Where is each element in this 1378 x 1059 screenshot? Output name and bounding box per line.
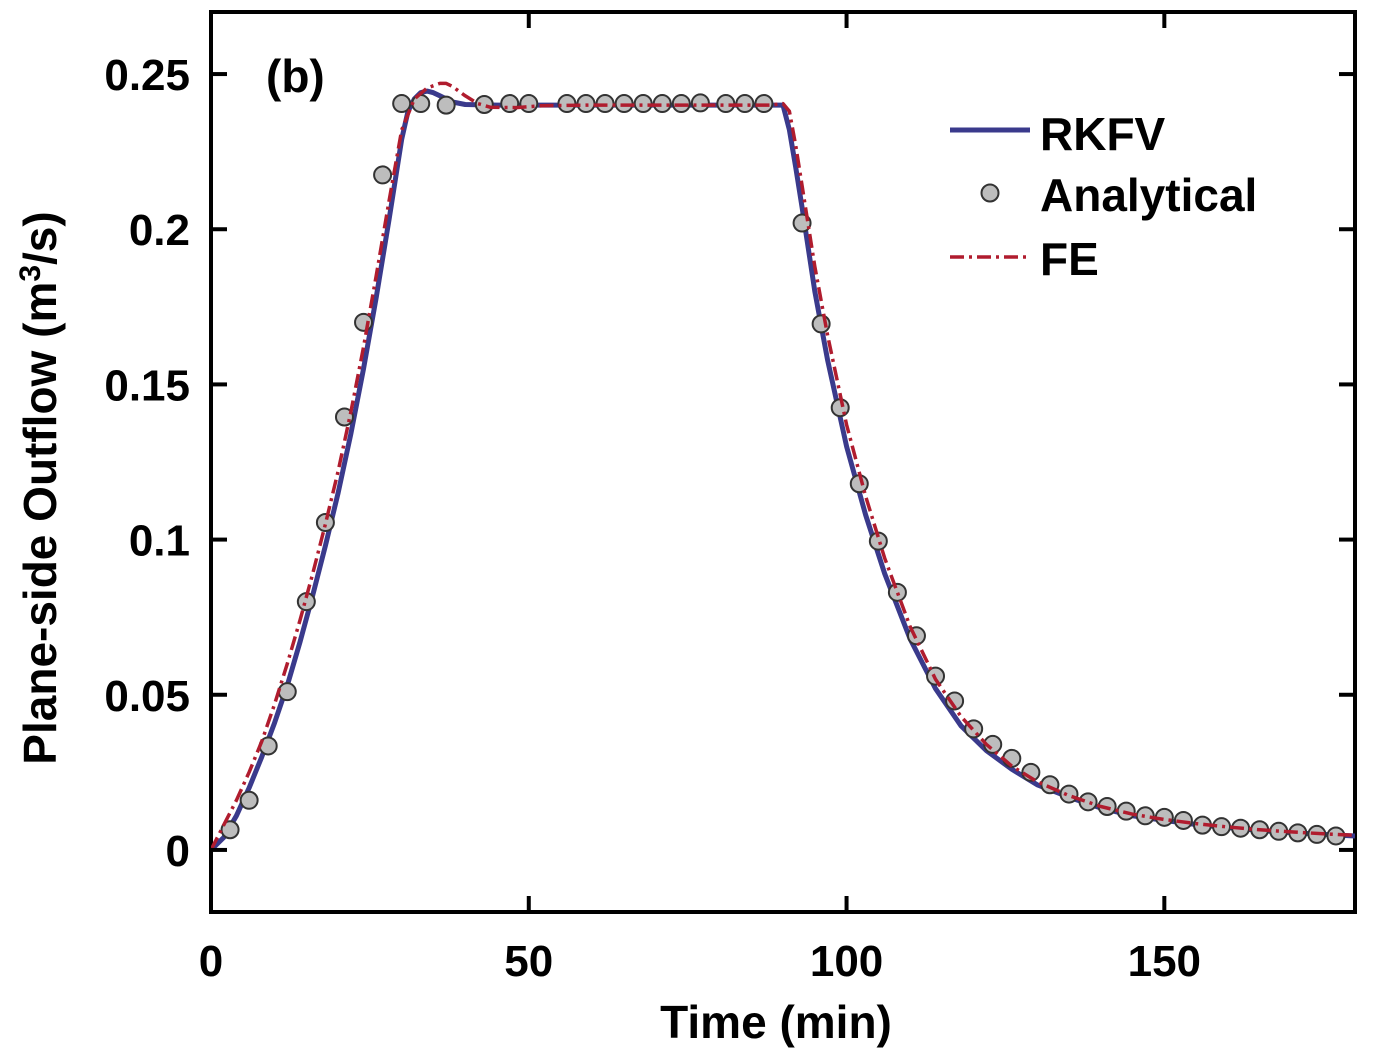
legend-label-analytical: Analytical xyxy=(1040,169,1257,221)
y-axis-title: Plane-side Outflow (m3/s) xyxy=(14,211,66,764)
tick-layer: 0 50 100 150 0 0.05 0.1 0.15 0.2 0.25 xyxy=(104,12,1355,986)
x-tick-label: 50 xyxy=(504,937,553,986)
analytical-point xyxy=(220,820,240,840)
analytical-point xyxy=(1078,792,1098,812)
analytical-point xyxy=(315,513,335,533)
analytical-point xyxy=(887,582,907,602)
analytical-point xyxy=(392,94,412,114)
x-tick-label: 100 xyxy=(810,937,883,986)
analytical-point xyxy=(945,691,965,711)
legend: RKFV Analytical FE xyxy=(950,108,1257,285)
legend-label-rkfv: RKFV xyxy=(1040,108,1166,160)
analytical-point xyxy=(557,94,577,114)
analytical-point xyxy=(436,95,456,115)
analytical-point xyxy=(411,94,431,114)
analytical-point xyxy=(690,93,710,113)
analytical-point xyxy=(373,165,393,185)
analytical-point xyxy=(500,94,520,114)
panel-label: (b) xyxy=(266,50,325,102)
legend-label-fe: FE xyxy=(1040,233,1099,285)
y-tick-label: 0.05 xyxy=(104,672,190,721)
analytical-point xyxy=(1135,806,1155,826)
analytical-point xyxy=(474,94,494,114)
y-tick-label: 0.25 xyxy=(104,51,190,100)
x-axis-title: Time (min) xyxy=(660,996,892,1048)
analytical-point xyxy=(519,94,539,114)
plot-frame xyxy=(209,10,1357,914)
y-axis-title-suffix: /s) xyxy=(14,211,66,265)
series-line-fe xyxy=(211,81,1355,851)
analytical-point xyxy=(239,790,259,810)
y-axis-title-prefix: Plane-side Outflow (m xyxy=(14,282,66,765)
analytical-point xyxy=(1059,784,1079,804)
analytical-point xyxy=(277,682,297,702)
x-tick-label: 0 xyxy=(199,937,223,986)
y-tick-label: 0.1 xyxy=(129,517,190,566)
y-axis-title-superscript: 3 xyxy=(14,265,47,282)
legend-swatch-analytical xyxy=(980,183,1000,203)
plot-area-border xyxy=(209,10,1357,914)
x-tick-label: 150 xyxy=(1128,937,1201,986)
series-layer xyxy=(211,81,1355,852)
y-tick-label: 0.15 xyxy=(104,361,190,410)
y-tick-label: 0 xyxy=(166,827,190,876)
y-tick-label: 0.2 xyxy=(129,206,190,255)
